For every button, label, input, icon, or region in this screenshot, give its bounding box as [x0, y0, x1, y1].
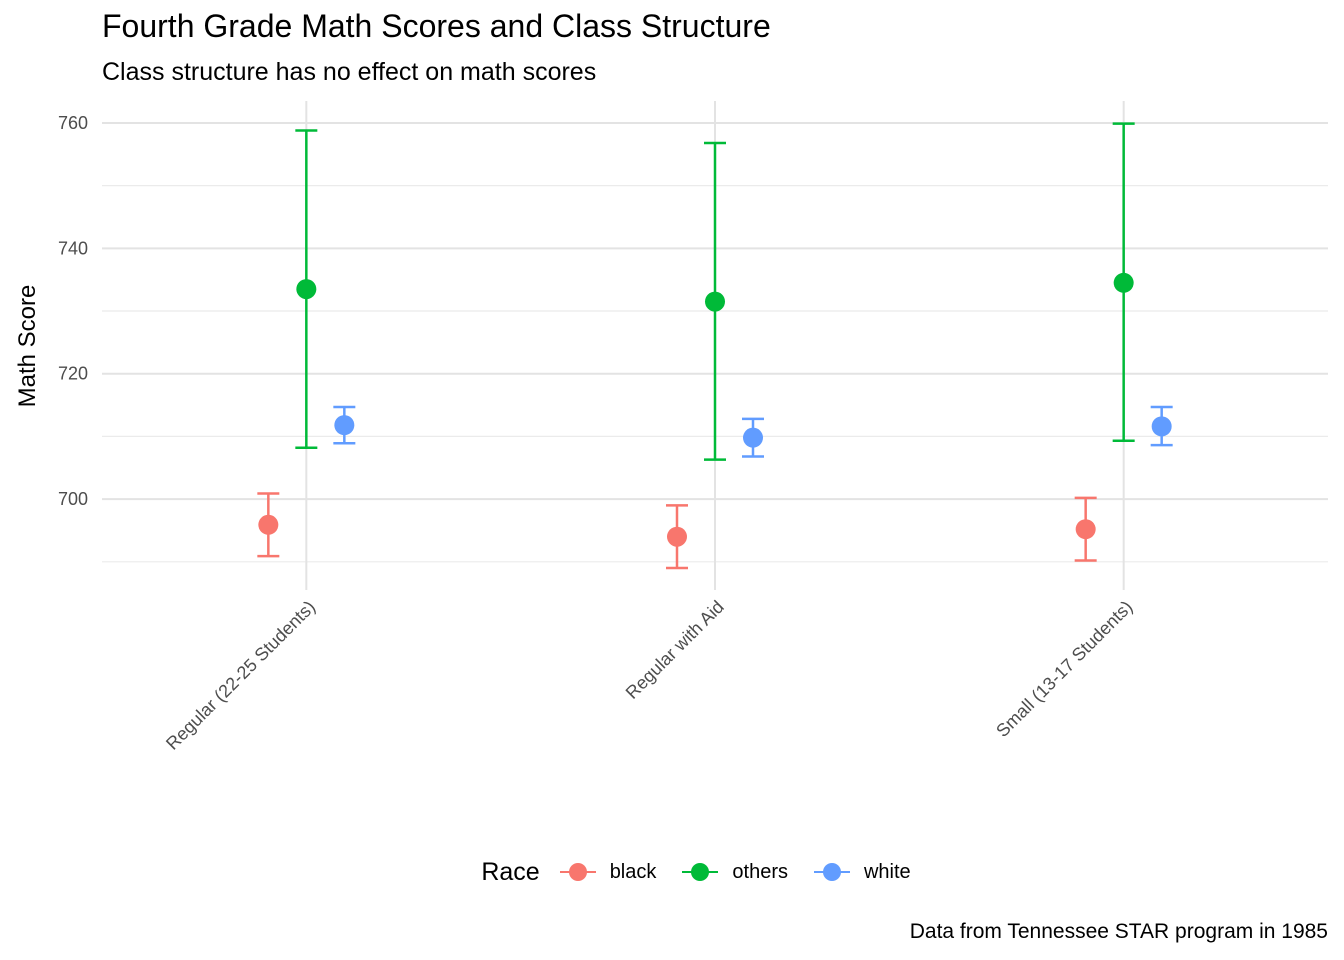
point-black — [667, 526, 687, 547]
legend-label-white: white — [863, 860, 911, 883]
y-axis-ticks: 700 720 740 760 — [58, 113, 88, 509]
point-black — [1075, 519, 1096, 540]
x-tick-label: Regular (22-25 Students) — [162, 597, 319, 754]
legend: Race black others white — [0, 856, 1344, 888]
legend-item-white: white — [810, 856, 911, 888]
chart-subtitle: Class structure has no effect on math sc… — [102, 58, 597, 86]
chart-title: Fourth Grade Math Scores and Class Struc… — [102, 8, 771, 44]
point-white — [743, 427, 763, 448]
legend-title: Race — [481, 857, 540, 886]
chart-caption: Data from Tennessee STAR program in 1985 — [909, 920, 1328, 943]
x-axis-ticks: Regular (22-25 Students) Regular with Aid… — [162, 597, 1136, 754]
point-black — [258, 514, 279, 535]
y-tick-label: 700 — [58, 489, 88, 509]
y-axis-label: Math Score — [14, 285, 41, 408]
legend-item-others: others — [678, 856, 788, 888]
y-tick-label: 740 — [58, 238, 88, 258]
point-others — [1113, 272, 1134, 293]
point-others — [296, 279, 317, 300]
point-white — [334, 415, 355, 436]
x-tick-label: Small (13-17 Students) — [992, 597, 1136, 741]
x-tick-label: Regular with Aid — [622, 597, 728, 703]
data-marks — [257, 122, 1173, 570]
point-white — [1151, 416, 1172, 437]
legend-label-black: black — [609, 860, 657, 883]
legend-key-white — [810, 856, 854, 888]
legend-label-others: others — [732, 860, 788, 883]
legend-key-others — [678, 856, 722, 888]
point-others — [705, 291, 725, 312]
y-tick-label: 760 — [58, 113, 88, 133]
y-tick-label: 720 — [58, 364, 88, 384]
legend-key-black — [556, 856, 600, 888]
legend-item-black: black — [556, 856, 657, 888]
